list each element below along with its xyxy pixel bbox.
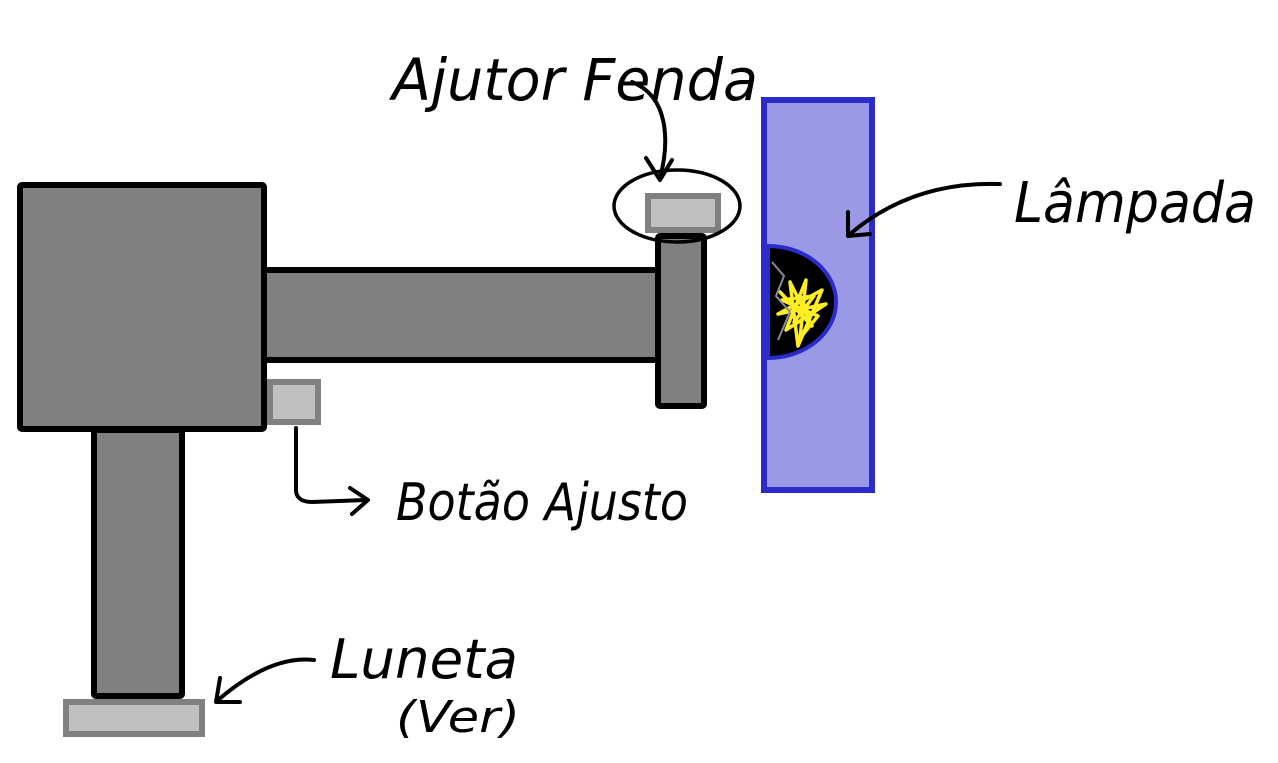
label-botao-ajuste: Botão Ajusto <box>396 473 688 533</box>
arrow-luneta <box>216 657 316 702</box>
label-luneta-ver: (Ver) <box>396 692 520 743</box>
lamp-light-scribble <box>776 278 828 348</box>
arrow-botao-ajuste <box>294 426 368 505</box>
slit-adjuster-button <box>645 193 721 233</box>
arrowhead-botao-ajuste-icon <box>348 486 370 516</box>
slit-adjuster-highlight <box>612 168 742 244</box>
luneta-eyepiece <box>63 699 205 737</box>
luneta-tube <box>91 427 185 699</box>
arrow-lampada <box>848 181 1002 236</box>
arrow-ajustor-fenda <box>630 80 668 180</box>
label-lampada: Lâmpada <box>1014 171 1256 236</box>
arrowhead-ajustor-fenda-icon <box>644 156 674 182</box>
label-luneta: Luneta <box>330 628 518 691</box>
lamp-filament-icon <box>771 261 792 341</box>
main-body <box>17 182 267 432</box>
slit-plate <box>655 233 707 409</box>
adjustment-button <box>267 379 321 425</box>
label-ajustor-fenda: Ajutor Fenda <box>388 46 758 114</box>
arrowhead-lampada-icon <box>846 210 872 238</box>
arrowhead-luneta-icon <box>214 676 242 704</box>
collimator-arm <box>261 267 663 363</box>
